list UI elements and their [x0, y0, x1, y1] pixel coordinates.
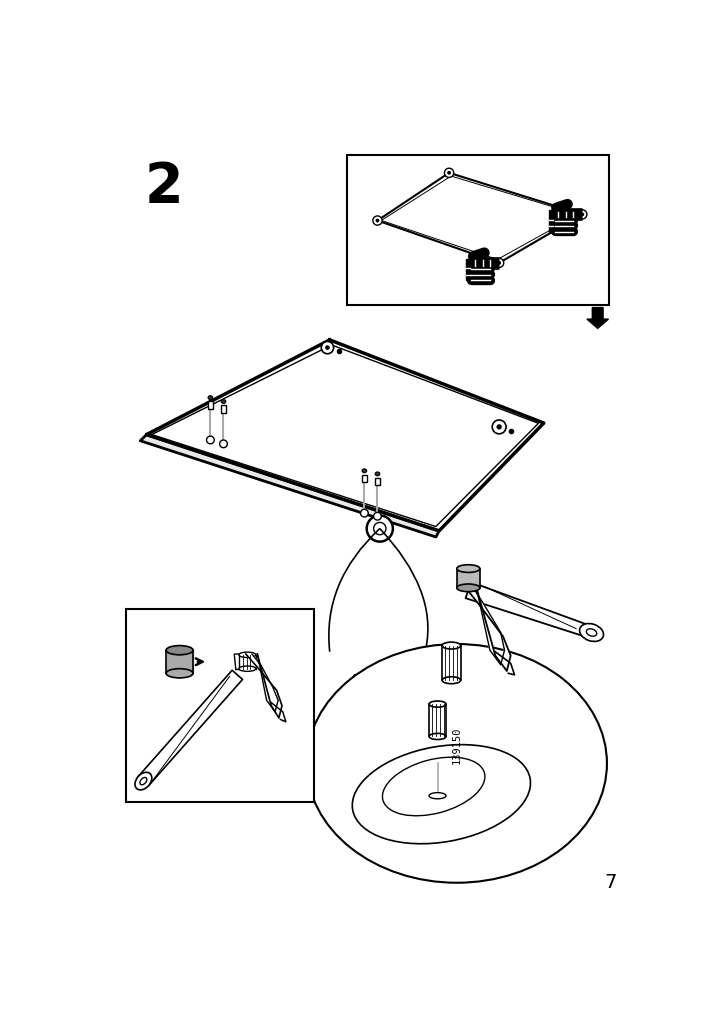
- Polygon shape: [587, 308, 608, 329]
- Circle shape: [447, 172, 451, 176]
- Text: 2: 2: [145, 160, 183, 213]
- Circle shape: [580, 213, 584, 217]
- Circle shape: [206, 437, 214, 445]
- Polygon shape: [549, 211, 553, 233]
- Circle shape: [373, 523, 386, 535]
- Circle shape: [325, 346, 330, 351]
- Polygon shape: [139, 670, 243, 786]
- Ellipse shape: [429, 734, 446, 740]
- Circle shape: [492, 421, 506, 435]
- Ellipse shape: [580, 624, 603, 642]
- Ellipse shape: [239, 666, 256, 671]
- Bar: [457, 569, 480, 588]
- Bar: [208, 402, 213, 409]
- Circle shape: [321, 342, 333, 355]
- Polygon shape: [466, 260, 470, 281]
- Bar: [221, 406, 226, 413]
- Polygon shape: [239, 655, 256, 669]
- Circle shape: [495, 259, 504, 268]
- Ellipse shape: [429, 793, 446, 799]
- Ellipse shape: [221, 400, 226, 404]
- Ellipse shape: [208, 396, 213, 400]
- Ellipse shape: [166, 646, 193, 655]
- Polygon shape: [234, 654, 250, 669]
- Text: 7: 7: [605, 871, 617, 891]
- Ellipse shape: [457, 565, 480, 573]
- Bar: [362, 475, 367, 483]
- Text: 4x: 4x: [342, 672, 387, 706]
- Bar: [348, 156, 609, 306]
- Circle shape: [361, 510, 368, 518]
- Polygon shape: [465, 586, 511, 671]
- Polygon shape: [442, 646, 461, 680]
- Bar: [126, 610, 314, 802]
- Ellipse shape: [442, 677, 461, 684]
- Ellipse shape: [429, 702, 446, 708]
- Polygon shape: [459, 569, 478, 586]
- Ellipse shape: [586, 629, 597, 637]
- Polygon shape: [141, 435, 439, 538]
- Circle shape: [496, 425, 502, 430]
- Ellipse shape: [140, 777, 147, 785]
- Circle shape: [497, 262, 501, 266]
- Circle shape: [444, 169, 453, 178]
- Polygon shape: [166, 650, 193, 673]
- Polygon shape: [146, 341, 544, 532]
- Ellipse shape: [375, 472, 380, 476]
- Ellipse shape: [135, 772, 152, 791]
- Ellipse shape: [239, 652, 256, 658]
- Circle shape: [367, 516, 393, 542]
- Polygon shape: [378, 174, 583, 264]
- Polygon shape: [466, 582, 593, 639]
- Ellipse shape: [166, 669, 193, 678]
- Circle shape: [578, 210, 587, 219]
- Polygon shape: [246, 654, 282, 718]
- Circle shape: [373, 513, 381, 521]
- Circle shape: [376, 219, 379, 223]
- Ellipse shape: [457, 584, 480, 592]
- Circle shape: [373, 216, 382, 225]
- Ellipse shape: [362, 469, 367, 473]
- Polygon shape: [429, 705, 446, 737]
- Circle shape: [220, 441, 227, 448]
- Text: 139150: 139150: [451, 726, 461, 763]
- Ellipse shape: [442, 642, 461, 649]
- Ellipse shape: [306, 644, 607, 883]
- Bar: [375, 478, 380, 486]
